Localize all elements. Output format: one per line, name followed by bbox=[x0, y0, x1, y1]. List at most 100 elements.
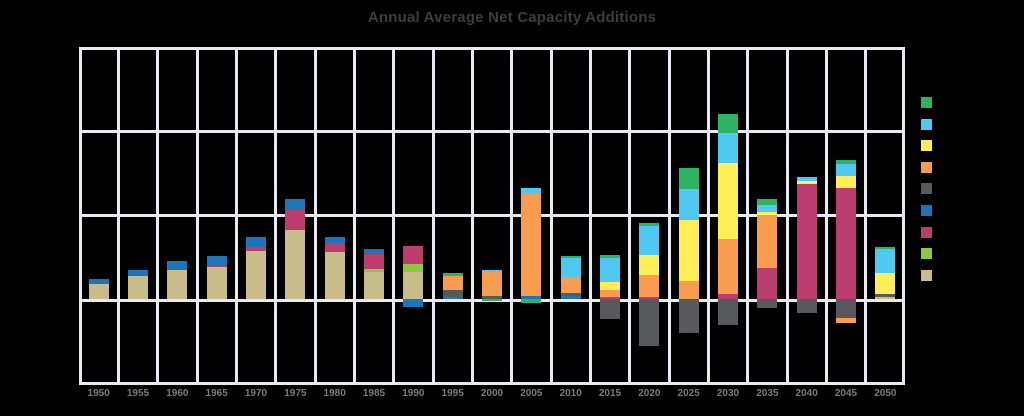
bar-segment-gray-2040 bbox=[796, 299, 817, 313]
bar-segment-gray-2030 bbox=[718, 299, 738, 326]
bar-segment-green-1995 bbox=[442, 272, 463, 276]
bar-segment-orange-1995 bbox=[442, 275, 463, 291]
bar-segment-yellow-2035 bbox=[757, 212, 778, 215]
gridline-vertical bbox=[195, 47, 199, 383]
gridline-vertical bbox=[864, 47, 868, 383]
bar-segment-green-2015 bbox=[600, 254, 620, 259]
bar-segment-light-green-1990 bbox=[403, 263, 424, 272]
x-axis-label: 2005 bbox=[520, 388, 543, 399]
chart-title: Annual Average Net Capacity Additions bbox=[367, 9, 657, 26]
bar-segment-gray-2015 bbox=[600, 299, 620, 320]
gridline-horizontal bbox=[79, 47, 905, 50]
gridline-vertical bbox=[313, 47, 317, 383]
bar-segment-tan-1955 bbox=[128, 276, 148, 299]
bar-segment-blue-1985 bbox=[364, 248, 384, 254]
gridline-horizontal bbox=[79, 130, 905, 133]
gridline-vertical bbox=[667, 47, 671, 383]
bar-segment-green-2035 bbox=[757, 199, 778, 206]
bar-segment-blue-1980 bbox=[324, 236, 345, 243]
bar-segment-cyan-2040 bbox=[796, 176, 817, 181]
bar-segment-orange-2035 bbox=[757, 215, 778, 269]
x-axis-label: 1975 bbox=[284, 388, 307, 399]
bar-segment-orange-2045 bbox=[836, 317, 856, 323]
bar-segment-tan-1990 bbox=[403, 271, 424, 299]
bar-segment-cyan-2015 bbox=[600, 258, 620, 282]
x-axis-label: 1950 bbox=[87, 388, 110, 399]
bar-segment-magenta-1980 bbox=[324, 242, 345, 252]
bar-segment-orange-2025 bbox=[678, 280, 699, 299]
gridline-vertical bbox=[470, 47, 474, 383]
gridline-horizontal bbox=[79, 382, 905, 385]
bar-segment-cyan-2050 bbox=[875, 248, 896, 273]
x-axis-label: 2020 bbox=[638, 388, 661, 399]
bar-segment-yellow-2030 bbox=[718, 163, 738, 240]
bar-segment-blue-1960 bbox=[167, 260, 188, 270]
gridline-horizontal bbox=[79, 214, 905, 217]
bar-segment-yellow-2050 bbox=[875, 272, 896, 294]
bar-segment-tan-1985 bbox=[364, 272, 384, 299]
bar-segment-magenta-2030 bbox=[718, 293, 738, 299]
bar-segment-tan-1980 bbox=[324, 251, 345, 299]
bar-segment-blue-1955 bbox=[128, 269, 148, 277]
x-axis-label: 2010 bbox=[559, 388, 582, 399]
bar-segment-green-2005 bbox=[521, 299, 542, 304]
bar-segment-tan-1975 bbox=[285, 230, 306, 299]
bar-segment-gray-2025 bbox=[678, 299, 699, 333]
bar-segment-green-2050 bbox=[875, 246, 896, 249]
bar-segment-magenta-1985 bbox=[364, 253, 384, 269]
bar-segment-yellow-2040 bbox=[796, 180, 817, 185]
bar-segment-green-2025 bbox=[678, 167, 699, 190]
legend-swatch-green bbox=[921, 97, 932, 108]
bar-segment-green-2030 bbox=[718, 113, 738, 134]
gridline-vertical bbox=[785, 47, 789, 383]
gridline-vertical bbox=[431, 47, 435, 383]
gridline-vertical bbox=[510, 47, 514, 383]
bar-segment-green-2045 bbox=[836, 159, 856, 164]
bar-segment-tan-2050 bbox=[875, 296, 896, 299]
bar-segment-magenta-1990 bbox=[403, 245, 424, 264]
legend-swatch-blue bbox=[921, 204, 932, 216]
bar-segment-blue-1990 bbox=[403, 299, 424, 308]
bar-segment-cyan-2035 bbox=[757, 205, 778, 213]
legend-swatch-yellow bbox=[921, 140, 932, 152]
x-axis-label: 1965 bbox=[205, 388, 228, 399]
bar-segment-gray-2050 bbox=[875, 293, 896, 297]
gridline-vertical bbox=[116, 47, 120, 383]
x-axis-label: 1990 bbox=[402, 388, 425, 399]
gridline-vertical bbox=[79, 47, 82, 383]
bar-segment-magenta-1970 bbox=[246, 247, 266, 251]
gridline-vertical bbox=[824, 47, 828, 383]
bar-segment-orange-2015 bbox=[600, 289, 620, 297]
bar-segment-cyan-2005 bbox=[521, 188, 542, 194]
gridline-vertical bbox=[746, 47, 750, 383]
legend-swatch-tan bbox=[921, 269, 932, 281]
bar-segment-blue-1975 bbox=[285, 199, 306, 210]
bar-segment-tan-1950 bbox=[88, 283, 109, 299]
legend-swatch-magenta bbox=[921, 226, 932, 238]
bar-segment-tan-1970 bbox=[246, 250, 266, 299]
bar-segment-magenta-2040 bbox=[796, 184, 817, 299]
x-axis-label: 1980 bbox=[323, 388, 346, 399]
bar-segment-cyan-2030 bbox=[718, 133, 738, 164]
x-axis-label: 1955 bbox=[126, 388, 150, 399]
plot-area bbox=[79, 47, 905, 385]
bar-segment-blue-1950 bbox=[88, 279, 109, 284]
x-axis-label: 2045 bbox=[834, 388, 858, 399]
bar-segment-cyan-2010 bbox=[560, 258, 581, 278]
bar-segment-gray-2035 bbox=[757, 299, 778, 309]
x-axis-label: 2000 bbox=[480, 388, 504, 399]
bar-segment-orange-2010 bbox=[560, 277, 581, 294]
bar-segment-yellow-2020 bbox=[639, 254, 660, 275]
bar-segment-magenta-1965 bbox=[206, 265, 227, 268]
bar-segment-green-2000 bbox=[482, 299, 502, 301]
x-axis-label: 2040 bbox=[795, 388, 818, 399]
bar-segment-magenta-2035 bbox=[757, 268, 778, 299]
bar-segment-light-green-1985 bbox=[364, 268, 384, 273]
gridline-vertical bbox=[392, 47, 396, 383]
bar-segment-magenta-1975 bbox=[285, 209, 306, 231]
gridline-vertical bbox=[706, 47, 710, 383]
x-axis-label: 1985 bbox=[362, 388, 386, 399]
bar-segment-cyan-2000 bbox=[482, 269, 502, 272]
gridline-vertical bbox=[274, 47, 278, 383]
